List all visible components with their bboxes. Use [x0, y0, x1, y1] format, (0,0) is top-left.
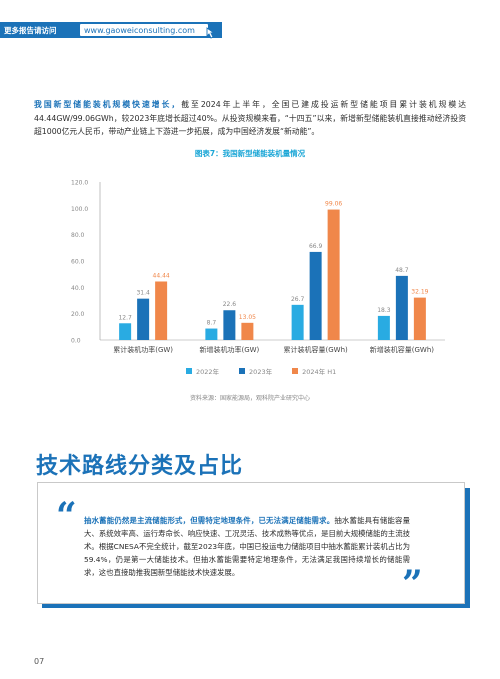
y-tick-label: 40.0: [71, 285, 85, 292]
intro-body: 截至2024年上半年，全国已建成投运新型储能项目累计装机规模达44.44GW/9…: [34, 100, 467, 136]
x-category-label: 新增装机容量(GWh): [370, 345, 435, 354]
data-label: 18.3: [377, 307, 391, 314]
bar-3-1: [395, 275, 408, 340]
y-tick-label: 60.0: [71, 259, 85, 266]
open-quote-icon: “: [56, 495, 77, 537]
legend-label-2023: 2023年: [249, 368, 273, 376]
intro-paragraph: 我国新型储能装机规模快速增长，截至2024年上半年，全国已建成投运新型储能项目累…: [34, 98, 466, 139]
close-quote-icon: ”: [402, 563, 423, 605]
chart-legend: 2022年 2023年 2024年 H1: [186, 366, 336, 376]
legend-label-2022: 2022年: [196, 368, 220, 376]
data-label: 8.7: [207, 320, 217, 327]
bar-0-2: [155, 281, 168, 340]
data-label: 26.7: [291, 296, 305, 303]
quote-box: [37, 482, 465, 604]
legend-item-2024h1: 2024年 H1: [292, 366, 336, 376]
intro-highlight: 我国新型储能装机规模快速增长，: [34, 100, 182, 109]
legend-swatch-2024h1: [292, 368, 299, 374]
x-category-label: 累计装机功率(GW): [113, 345, 173, 354]
page-number: 07: [34, 657, 45, 666]
bar-3-0: [377, 315, 390, 340]
x-category-label: 累计装机容量(GWh): [284, 345, 349, 354]
data-label: 99.06: [325, 201, 342, 208]
legend-item-2022: 2022年: [186, 366, 219, 376]
pointer-cursor-icon: [206, 27, 216, 39]
y-tick-label: 0.0: [71, 338, 81, 345]
section-title: 技术路线分类及占比: [36, 454, 244, 479]
banner-url-link[interactable]: www.gaoweiconsulting.com: [80, 24, 208, 36]
data-label: 66.9: [309, 243, 323, 250]
x-category-label: 新增装机功率(GW): [199, 345, 259, 354]
chart-source-note: 资料来源：国家能源局，观科院产业研究中心: [189, 395, 310, 402]
y-tick-label: 20.0: [71, 311, 85, 318]
legend-swatch-2022: [186, 368, 192, 374]
bar-0-1: [137, 298, 150, 340]
bar-3-2: [413, 297, 426, 340]
banner-label: 更多报告请访问: [4, 25, 57, 35]
bar-chart: 0.0 20.0 40.0 60.0 80.0 100.0 120.0 12.7 31.4 44.…: [71, 180, 445, 354]
bar-2-2: [327, 209, 340, 340]
data-label: 31.4: [136, 290, 150, 297]
data-label: 48.7: [395, 267, 409, 274]
y-tick-label: 120.0: [71, 180, 88, 187]
chart-title: 图表7：我国新型储能装机量情况: [194, 149, 306, 158]
data-label: 32.19: [411, 289, 428, 296]
data-label: 44.44: [153, 272, 170, 279]
bar-1-2: [241, 322, 254, 340]
bar-0-0: [119, 323, 132, 340]
data-label: 22.6: [223, 301, 237, 308]
quote-body: 抽水蓄能具有储能容量大、系统效率高、运行寿命长、响应快速、工况灵活、技术成熟等优…: [84, 516, 410, 577]
top-banner: 更多报告请访问 www.gaoweiconsulting.com: [0, 22, 222, 38]
legend-label-2024h1: 2024年 H1: [302, 368, 337, 376]
legend-item-2023: 2023年: [239, 366, 272, 376]
y-tick-label: 100.0: [71, 206, 88, 213]
quote-side-accent: [464, 488, 470, 608]
bar-1-1: [223, 310, 236, 340]
legend-swatch-2023: [239, 368, 246, 374]
quote-highlight: 抽水蓄能仍然是主流储能形式，但需特定地理条件，已无法满足储能需求。: [84, 516, 335, 525]
bar-2-1: [309, 251, 322, 340]
bar-1-0: [205, 328, 218, 340]
quote-text: 抽水蓄能仍然是主流储能形式，但需特定地理条件，已无法满足储能需求。抽水蓄能具有储…: [84, 514, 410, 579]
quote-bottom-accent: [42, 600, 470, 608]
data-label: 13.05: [239, 314, 256, 321]
y-tick-label: 80.0: [71, 232, 85, 239]
bar-2-0: [291, 304, 304, 340]
data-label: 12.7: [118, 314, 132, 321]
